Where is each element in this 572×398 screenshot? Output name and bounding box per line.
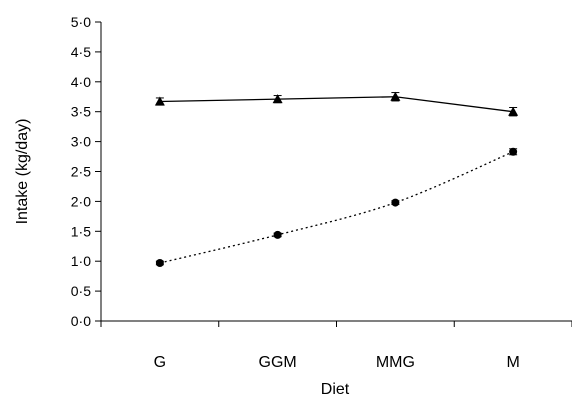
series-2 (155, 147, 518, 267)
circle-marker (391, 198, 400, 207)
x-tick-label: M (506, 354, 519, 371)
y-tick-label: 0·5 (71, 283, 91, 299)
y-axis-title: Intake (kg/day) (14, 119, 31, 225)
y-tick-label: 3·0 (71, 134, 91, 150)
x-axis-title: Diet (321, 381, 350, 398)
y-tick-label: 0·0 (71, 313, 91, 329)
circle-marker (509, 147, 518, 156)
y-tick-labels: 0·0 0·5 1·0 1·5 2·0 2·5 3·0 3·5 4·0 4·5 5·0 (71, 14, 91, 329)
y-tick-label: 2·0 (71, 193, 91, 209)
x-tick-label: GGM (259, 354, 297, 371)
triangle-marker (508, 106, 519, 116)
y-tick-label: 1·5 (71, 223, 91, 239)
series-2-line (159, 151, 514, 264)
circle-marker (273, 230, 282, 239)
y-axis (95, 21, 102, 322)
y-tick-label: 2·5 (71, 164, 91, 180)
triangle-marker (272, 94, 283, 104)
x-tick-label: MMG (376, 354, 415, 371)
series-layer (154, 91, 519, 267)
y-tick-label: 3·5 (71, 104, 91, 120)
y-tick-label: 4·5 (71, 44, 91, 60)
x-axis (100, 320, 572, 327)
x-tick-label: G (154, 354, 166, 371)
series-1 (154, 91, 519, 117)
x-tick-labels: G GGM MMG M (154, 354, 520, 371)
triangle-marker (390, 91, 401, 101)
y-tick-label: 4·0 (71, 74, 91, 90)
y-tick-label: 5·0 (71, 14, 91, 30)
series-1-line (159, 96, 514, 113)
circle-marker (155, 258, 164, 267)
triangle-marker (154, 96, 165, 106)
y-tick-label: 1·0 (71, 253, 91, 269)
